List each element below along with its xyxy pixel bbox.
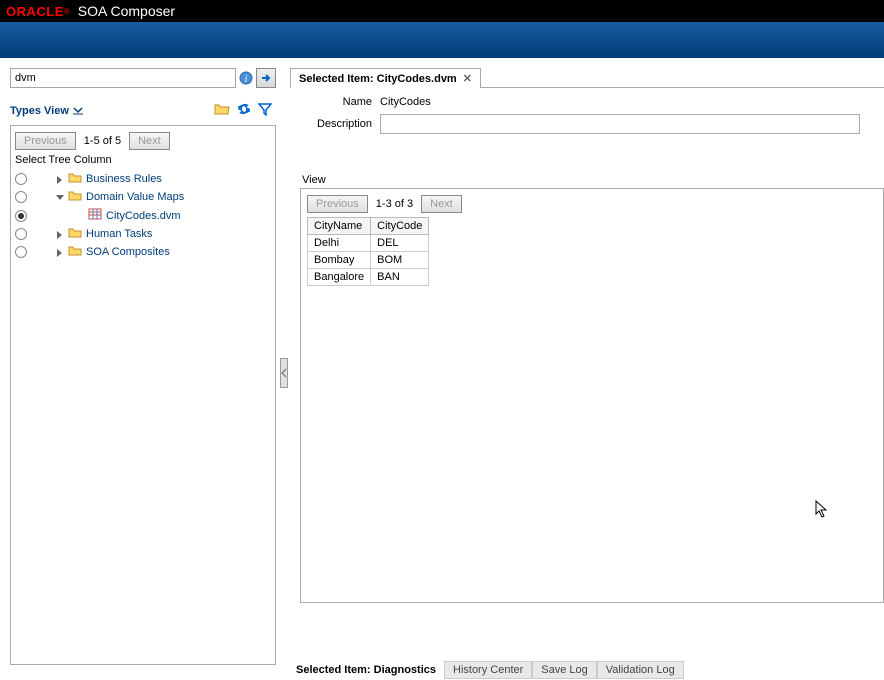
view-prev-button[interactable]: Previous [307, 195, 368, 213]
diagnostics-tab[interactable]: Validation Log [597, 661, 684, 679]
view-next-button[interactable]: Next [421, 195, 462, 213]
folder-icon [68, 227, 82, 241]
table-header-cell[interactable]: CityCode [371, 218, 429, 235]
tree-prev-button[interactable]: Previous [15, 132, 76, 150]
search-go-button[interactable] [256, 68, 276, 88]
view-pager-range: 1-3 of 3 [376, 198, 413, 210]
tree-radio[interactable] [15, 228, 27, 240]
svg-text:i: i [245, 74, 248, 85]
tree-radio[interactable] [15, 173, 27, 185]
chevron-down-icon [73, 107, 83, 115]
brand-dot: ® [64, 7, 70, 16]
right-panel: Selected Item: CityCodes.dvm ✕ Name City… [290, 58, 884, 680]
tab-row: Selected Item: CityCodes.dvm ✕ [290, 68, 884, 88]
diagnostics-label: Selected Item: Diagnostics [290, 662, 442, 678]
types-view-row: Types View [10, 102, 276, 119]
diagnostics-bar: Selected Item: Diagnostics History Cente… [290, 662, 884, 678]
table-cell: DEL [371, 235, 429, 252]
splitter-handle-icon[interactable] [280, 358, 288, 388]
view-label: View [300, 174, 884, 186]
folder-icon [68, 190, 82, 204]
tree-item[interactable]: Human Tasks [15, 225, 271, 243]
tree-radio[interactable] [15, 191, 27, 203]
search-input[interactable] [10, 68, 236, 88]
open-folder-icon[interactable] [214, 102, 230, 119]
tree-item-label[interactable]: Human Tasks [86, 228, 152, 240]
tree-item-label[interactable]: CityCodes.dvm [106, 210, 181, 222]
view-pager: Previous 1-3 of 3 Next [307, 195, 877, 213]
name-value: CityCodes [380, 96, 431, 108]
table-row[interactable]: BangaloreBAN [308, 269, 429, 286]
table-row[interactable]: DelhiDEL [308, 235, 429, 252]
tree-radio[interactable] [15, 210, 27, 222]
tree-container: Previous 1-5 of 5 Next Select Tree Colum… [10, 125, 276, 665]
types-view-label: Types View [10, 105, 69, 117]
tree-item-label[interactable]: Business Rules [86, 173, 162, 185]
info-icon[interactable]: i [238, 70, 254, 86]
search-row: i [10, 68, 276, 88]
data-table: CityNameCityCode DelhiDELBombayBOMBangal… [307, 217, 429, 286]
filter-icon[interactable] [258, 102, 272, 119]
tab-label: Selected Item: CityCodes.dvm [299, 73, 457, 85]
folder-icon [68, 245, 82, 259]
main-area: i Types View Previous 1-5 of 5 Next [0, 58, 884, 680]
table-cell: BOM [371, 252, 429, 269]
types-view-dropdown[interactable]: Types View [10, 105, 83, 117]
close-icon[interactable]: ✕ [463, 72, 472, 85]
expand-icon[interactable] [55, 248, 64, 257]
view-section: View Previous 1-3 of 3 Next CityNameCity… [300, 174, 884, 603]
folder-icon [68, 172, 82, 186]
header-bar: ORACLE® SOA Composer [0, 0, 884, 22]
diagnostics-tab[interactable]: History Center [444, 661, 532, 679]
tree-item-label[interactable]: Domain Value Maps [86, 191, 184, 203]
tree-item[interactable]: Business Rules [15, 170, 271, 188]
tree-pager: Previous 1-5 of 5 Next [15, 132, 271, 150]
app-title: SOA Composer [78, 3, 175, 19]
left-panel: i Types View Previous 1-5 of 5 Next [0, 58, 278, 680]
table-cell: BAN [371, 269, 429, 286]
table-cell: Delhi [308, 235, 371, 252]
tree-item[interactable]: CityCodes.dvm [15, 206, 271, 225]
grid-icon [88, 208, 102, 223]
description-label: Description [300, 118, 380, 130]
tree-pager-range: 1-5 of 5 [84, 135, 121, 147]
header-blue-bar [0, 22, 884, 58]
tree-next-button[interactable]: Next [129, 132, 170, 150]
expand-icon[interactable] [55, 230, 64, 239]
table-header-cell[interactable]: CityName [308, 218, 371, 235]
name-label: Name [300, 96, 380, 108]
tree-item-label[interactable]: SOA Composites [86, 246, 170, 258]
table-cell: Bangalore [308, 269, 371, 286]
description-input[interactable] [380, 114, 860, 134]
refresh-icon[interactable] [236, 102, 252, 119]
detail-area: Name CityCodes Description View Previous… [290, 88, 884, 603]
select-tree-column-label: Select Tree Column [15, 154, 271, 166]
tree-item[interactable]: SOA Composites [15, 243, 271, 261]
tree-radio[interactable] [15, 246, 27, 258]
selected-item-tab[interactable]: Selected Item: CityCodes.dvm ✕ [290, 68, 481, 88]
table-cell: Bombay [308, 252, 371, 269]
table-row[interactable]: BombayBOM [308, 252, 429, 269]
splitter[interactable] [278, 58, 290, 680]
tree-item[interactable]: Domain Value Maps [15, 188, 271, 206]
expand-icon[interactable] [55, 175, 64, 184]
brand-logo: ORACLE [6, 4, 64, 19]
collapse-icon[interactable] [55, 193, 64, 202]
view-box: Previous 1-3 of 3 Next CityNameCityCode … [300, 188, 884, 603]
diagnostics-tab[interactable]: Save Log [532, 661, 596, 679]
